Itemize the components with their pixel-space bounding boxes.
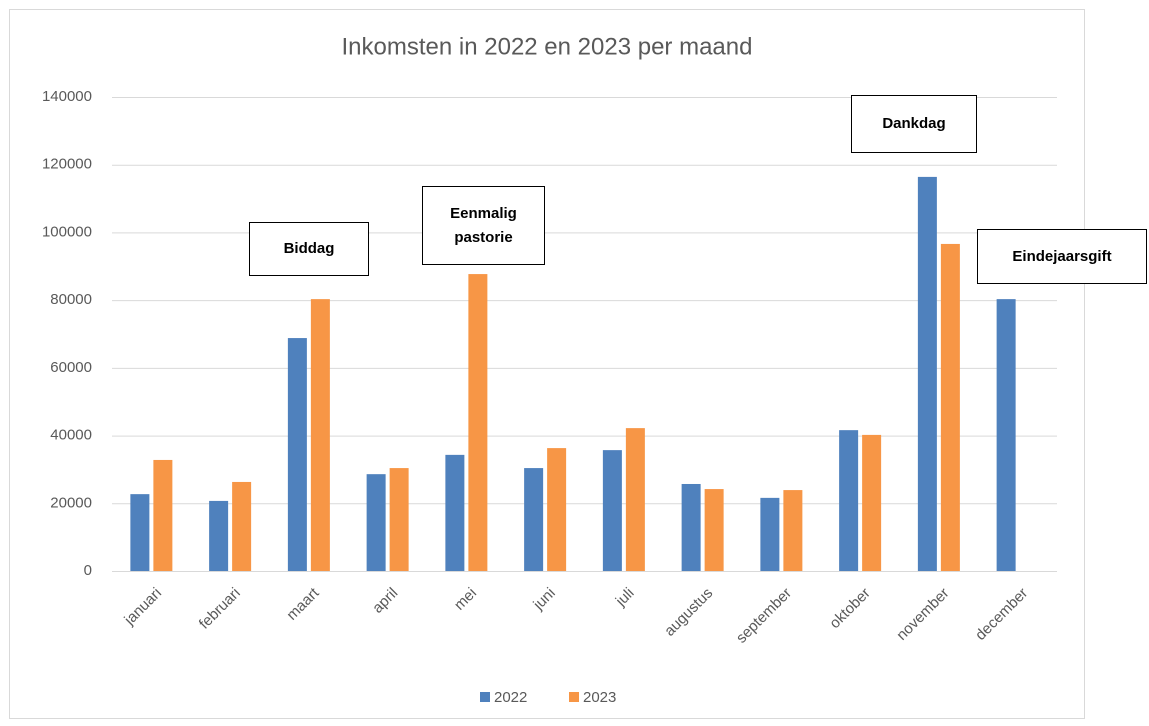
y-tick-label: 140000 [42,88,92,105]
y-tick-label: 0 [84,562,92,579]
bar [130,494,150,571]
bar [209,500,229,571]
bar [232,481,252,571]
bar [783,490,803,571]
bar [366,474,386,571]
bar [445,454,465,571]
annotation: Biddag [249,222,369,276]
bar [468,274,488,571]
bar [760,497,780,571]
y-tick-label: 40000 [50,427,92,444]
bar [524,468,544,571]
bar [940,243,960,571]
bar [287,338,307,571]
bar [681,483,701,571]
bar [839,430,859,571]
bar [153,459,173,571]
y-tick-label: 120000 [42,156,92,173]
bar [917,176,937,571]
bar [389,468,409,571]
y-tick-label: 60000 [50,359,92,376]
bar [310,299,330,571]
y-tick-label: 80000 [50,291,92,308]
bar [704,489,724,571]
annotation: Dankdag [851,95,977,153]
annotation: Eenmalig pastorie [422,186,545,265]
bar [547,448,567,571]
legend-swatch [480,692,490,702]
bar [862,434,882,571]
y-tick-label: 20000 [50,494,92,511]
annotation: Eindejaarsgift [977,229,1147,284]
chart-title: Inkomsten in 2022 en 2023 per maand [342,33,753,60]
legend-swatch [569,692,579,702]
y-tick-label: 100000 [42,223,92,240]
bar [625,428,645,571]
bar [996,299,1016,571]
legend-label: 2022 [494,689,527,706]
legend-label: 2023 [583,689,616,706]
bar [602,450,622,571]
